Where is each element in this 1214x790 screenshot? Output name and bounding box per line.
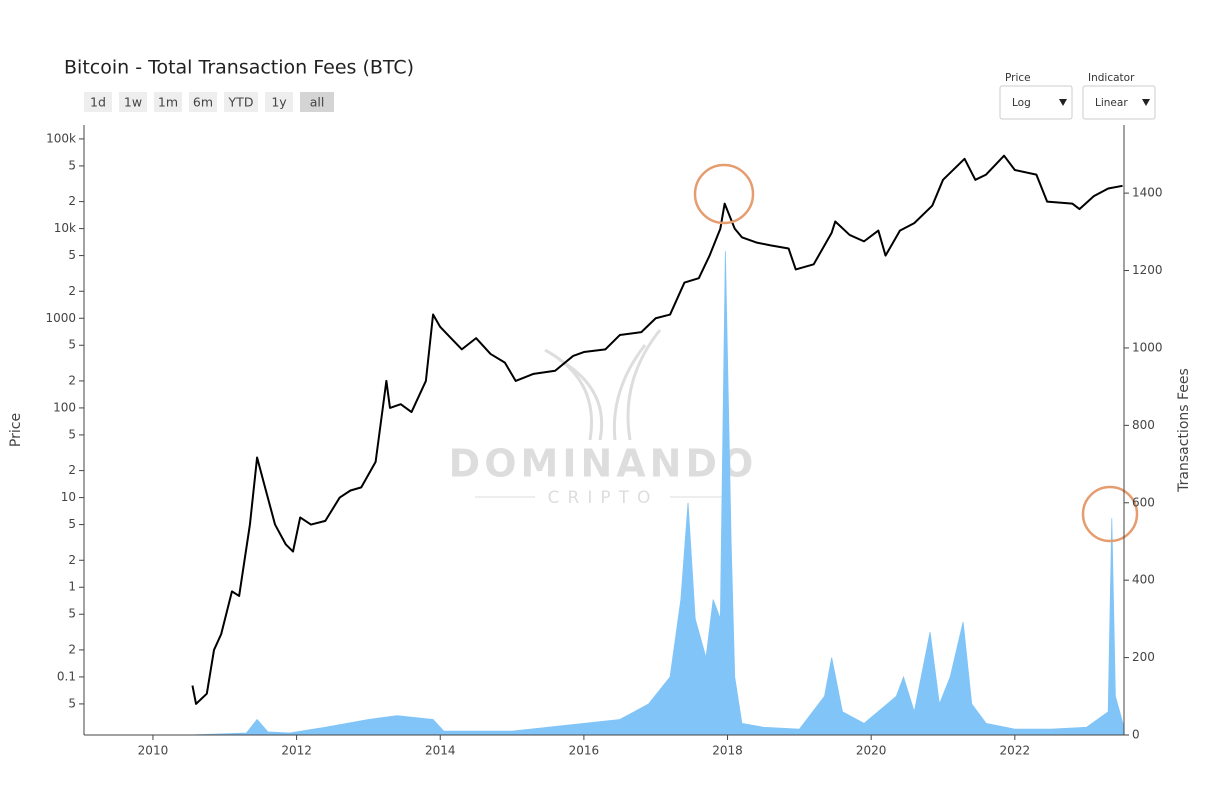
- watermark: DOMINANDO CRIPTO: [449, 329, 758, 508]
- highlight-circle: [1081, 485, 1139, 543]
- y-tick-label: 5: [68, 696, 76, 710]
- y-tick-label: 100k: [46, 131, 76, 145]
- x-tick-label: 2010: [138, 744, 169, 758]
- y-tick-label: 5: [68, 607, 76, 621]
- y-tick-label: 2: [68, 553, 76, 567]
- x-tick-label: 2016: [569, 744, 600, 758]
- y2-tick-label: 1000: [1132, 340, 1163, 354]
- range-button-label: 6m: [193, 95, 213, 110]
- y2-tick-label: 400: [1132, 573, 1155, 587]
- dropdown-arrow: [1142, 99, 1150, 106]
- highlight-circle: [693, 163, 755, 225]
- dropdown-label: Price: [1005, 72, 1031, 84]
- x-tick-label: 2018: [712, 744, 743, 758]
- range-button-label: 1m: [158, 95, 178, 110]
- fees-area: [84, 251, 1125, 736]
- y-tick-label: 5: [68, 158, 76, 172]
- y-tick-label: 0.1: [57, 669, 76, 683]
- range-button-bg: [84, 92, 112, 112]
- dropdown[interactable]: Log: [999, 85, 1073, 120]
- y2-axis-title: Transactions Fees: [1176, 368, 1192, 493]
- y-tick-label: 2: [68, 642, 76, 656]
- y-tick-label: 10k: [54, 221, 76, 235]
- range-button-bg: [265, 92, 293, 112]
- range-button-label: all: [310, 95, 325, 110]
- y2-tick-label: 0: [1132, 728, 1140, 742]
- dropdown-value: Linear: [1095, 97, 1128, 109]
- y-tick-label: 10: [61, 490, 76, 504]
- range-button[interactable]: 6m: [189, 92, 217, 112]
- dropdown-box: [1082, 85, 1156, 120]
- range-button[interactable]: YTD: [224, 92, 258, 112]
- price-line: [191, 154, 1123, 705]
- range-button-bg: [189, 92, 217, 112]
- y-tick-label: 2: [68, 194, 76, 208]
- chart-title: Bitcoin - Total Transaction Fees (BTC): [64, 57, 414, 79]
- y2-tick-label: 1200: [1132, 263, 1163, 277]
- x-tick-label: 2020: [856, 744, 887, 758]
- range-button[interactable]: all: [300, 92, 334, 112]
- dropdown[interactable]: Linear: [1082, 85, 1156, 120]
- x-tick-label: 2012: [281, 744, 312, 758]
- dropdown-arrow: [1059, 99, 1067, 106]
- range-button-label: 1d: [90, 95, 106, 110]
- y-tick-label: 1: [68, 580, 76, 594]
- range-button-bg: [224, 92, 258, 112]
- range-button[interactable]: 1w: [119, 92, 147, 112]
- range-button[interactable]: 1d: [84, 92, 112, 112]
- dropdown-value: Log: [1012, 97, 1031, 109]
- dropdown-box: [999, 85, 1073, 120]
- y2-tick-label: 600: [1132, 495, 1155, 509]
- range-button-bg: [154, 92, 182, 112]
- range-button-label: 1w: [124, 95, 142, 110]
- y-tick-label: 1000: [45, 311, 76, 325]
- y-tick-label: 2: [68, 463, 76, 477]
- range-button-bg: [300, 92, 334, 112]
- y-tick-label: 5: [68, 338, 76, 352]
- y2-tick-label: 200: [1132, 650, 1155, 664]
- watermark-text: DOMINANDO: [449, 442, 758, 486]
- y2-tick-label: 800: [1132, 418, 1155, 432]
- y-axis-title: Price: [8, 413, 24, 447]
- y2-tick-label: 1400: [1132, 186, 1163, 200]
- range-button-label: YTD: [228, 95, 254, 110]
- y-tick-label: 100: [53, 400, 76, 414]
- y-tick-label: 5: [68, 248, 76, 262]
- range-button[interactable]: 1m: [154, 92, 182, 112]
- watermark-text: CRIPTO: [548, 488, 659, 508]
- dropdown-label: Indicator: [1088, 72, 1135, 84]
- range-button[interactable]: 1y: [265, 92, 293, 112]
- x-tick-label: 2014: [425, 744, 456, 758]
- y-tick-label: 5: [68, 427, 76, 441]
- x-tick-label: 2022: [1000, 744, 1031, 758]
- range-button-label: 1y: [271, 95, 287, 110]
- range-button-bg: [119, 92, 147, 112]
- y-tick-label: 2: [68, 373, 76, 387]
- y-tick-label: 2: [68, 284, 76, 298]
- y-tick-label: 5: [68, 517, 76, 531]
